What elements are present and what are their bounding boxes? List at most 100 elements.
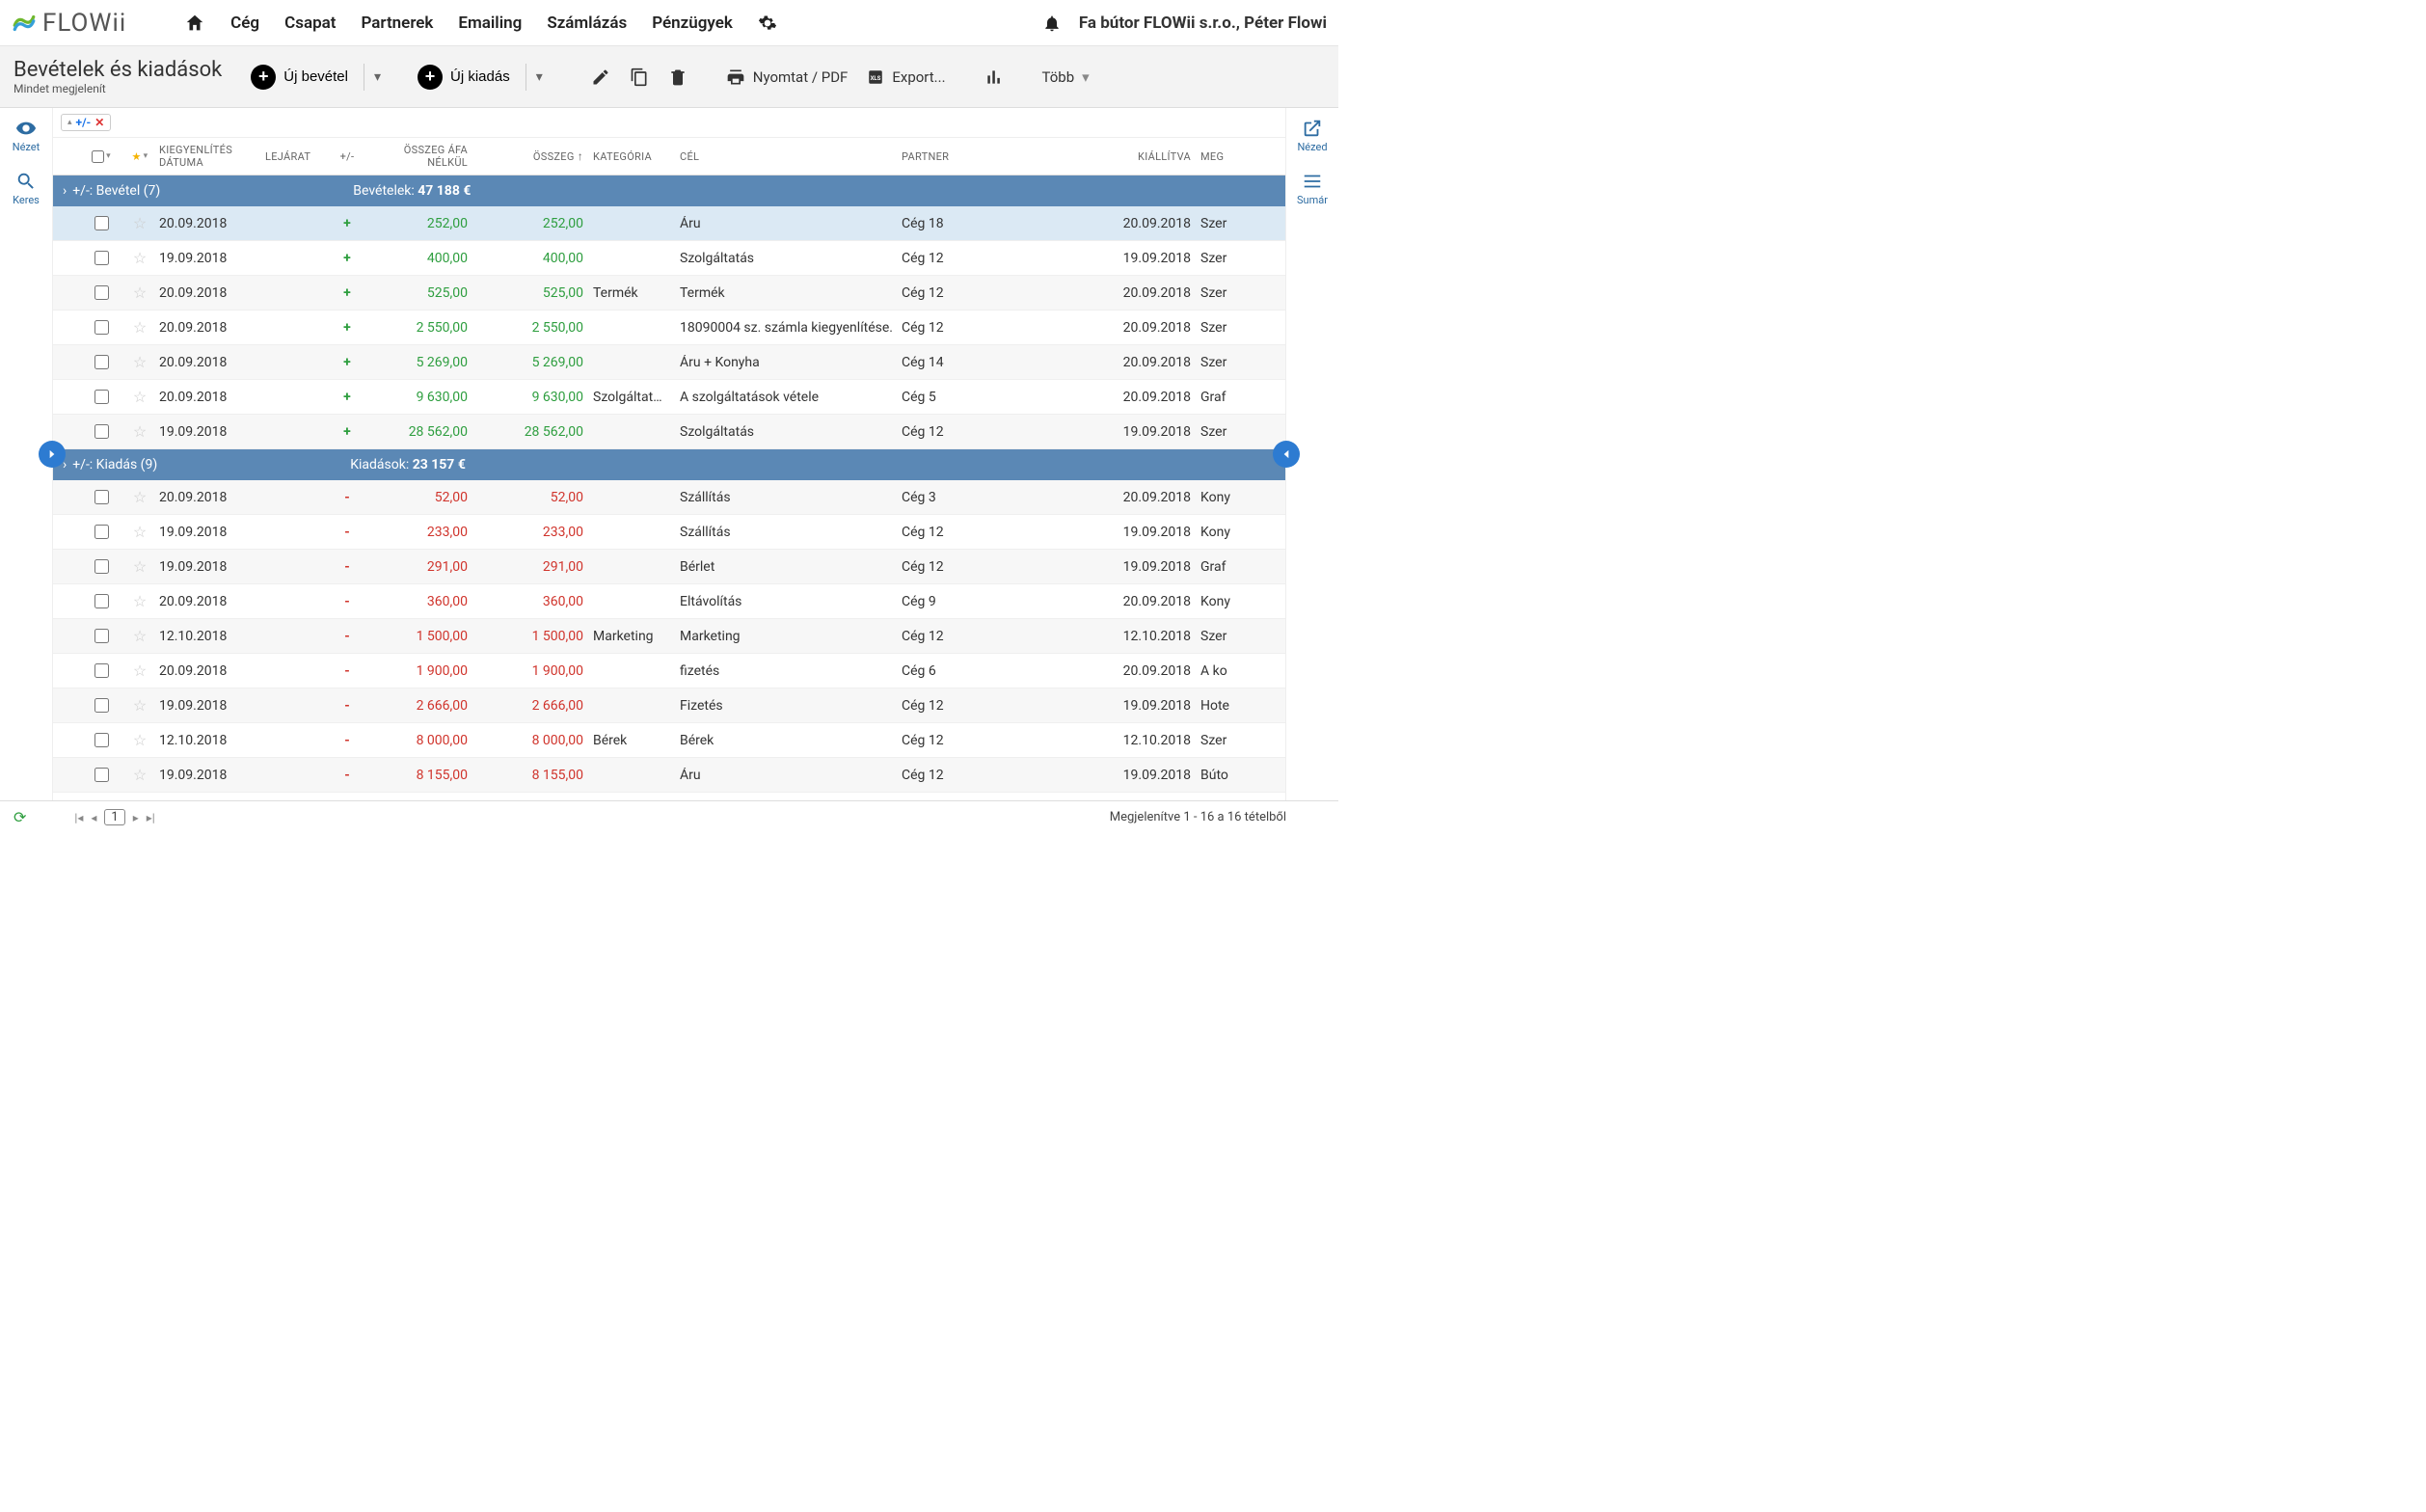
delete-icon[interactable] bbox=[659, 58, 697, 96]
row-checkbox[interactable] bbox=[94, 629, 109, 643]
chart-icon[interactable] bbox=[975, 58, 1013, 96]
table-row[interactable]: ☆ 20.09.2018 + 9 630,00 9 630,00 Szolgál… bbox=[53, 380, 1285, 415]
star-icon[interactable]: ☆ bbox=[133, 214, 147, 232]
star-icon[interactable]: ☆ bbox=[133, 731, 147, 749]
table-row[interactable]: ☆ 19.09.2018 + 28 562,00 28 562,00 Szolg… bbox=[53, 415, 1285, 449]
row-checkbox[interactable] bbox=[94, 663, 109, 678]
star-icon[interactable]: ☆ bbox=[133, 488, 147, 506]
new-expense-button[interactable]: + Új kiadás bbox=[408, 59, 520, 95]
filter-chip-pm[interactable]: ▴ +/- ✕ bbox=[61, 114, 111, 131]
nav-home-icon[interactable] bbox=[184, 13, 205, 34]
col-settle-date[interactable]: KIEGYENLÍTÉS DÁTUMA bbox=[159, 144, 265, 169]
table-row[interactable]: ☆ 19.09.2018 - 2 666,00 2 666,00 Fizetés… bbox=[53, 688, 1285, 723]
col-pm[interactable]: +/- bbox=[333, 150, 362, 163]
star-icon[interactable]: ☆ bbox=[133, 766, 147, 784]
new-expense-dropdown[interactable]: ▾ bbox=[526, 64, 553, 91]
account-name[interactable]: Fa bútor FLOWii s.r.o., Péter Flowi bbox=[1079, 14, 1327, 33]
col-net[interactable]: ÖSSZEG ÁFA NÉLKÜL bbox=[362, 144, 477, 169]
col-checkbox-header[interactable]: ▾ bbox=[82, 150, 121, 163]
table-row[interactable]: ☆ 19.09.2018 - 233,00 233,00 Szállítás C… bbox=[53, 515, 1285, 550]
star-icon[interactable]: ☆ bbox=[133, 318, 147, 337]
star-icon[interactable]: ☆ bbox=[133, 422, 147, 441]
table-row[interactable]: ☆ 20.09.2018 + 5 269,00 5 269,00 Áru + K… bbox=[53, 345, 1285, 380]
star-icon[interactable]: ☆ bbox=[133, 557, 147, 576]
refresh-icon[interactable]: ⟳ bbox=[13, 808, 26, 826]
row-checkbox[interactable] bbox=[94, 525, 109, 539]
copy-icon[interactable] bbox=[620, 58, 659, 96]
row-checkbox[interactable] bbox=[94, 285, 109, 300]
star-icon[interactable]: ☆ bbox=[133, 523, 147, 541]
brand-logo[interactable]: FLOWii bbox=[12, 9, 126, 38]
nav-settings-icon[interactable] bbox=[758, 14, 777, 33]
star-icon[interactable]: ☆ bbox=[133, 284, 147, 302]
edit-icon[interactable] bbox=[581, 58, 620, 96]
group-header[interactable]: › +/-: Kiadás (9) Kiadások: 23 157 € bbox=[53, 449, 1285, 480]
nav-penzugyek[interactable]: Pénzügyek bbox=[652, 14, 733, 33]
right-expand-button[interactable] bbox=[1273, 441, 1300, 468]
star-icon[interactable]: ☆ bbox=[133, 388, 147, 406]
pager-prev[interactable]: ◂ bbox=[91, 811, 96, 824]
table-row[interactable]: ☆ 19.09.2018 + 400,00 400,00 Szolgáltatá… bbox=[53, 241, 1285, 276]
row-checkbox[interactable] bbox=[94, 698, 109, 713]
star-icon[interactable]: ☆ bbox=[133, 627, 147, 645]
nav-ceg[interactable]: Cég bbox=[230, 14, 259, 33]
col-category[interactable]: KATEGÓRIA bbox=[593, 150, 680, 163]
row-checkbox[interactable] bbox=[94, 768, 109, 782]
col-issued[interactable]: KIÁLLÍTVA bbox=[1094, 150, 1191, 163]
table-row[interactable]: ☆ 19.09.2018 - 291,00 291,00 Bérlet Cég … bbox=[53, 550, 1285, 584]
row-checkbox[interactable] bbox=[94, 355, 109, 369]
nav-emailing[interactable]: Emailing bbox=[458, 14, 522, 33]
notifications-icon[interactable] bbox=[1042, 14, 1062, 33]
table-row[interactable]: ☆ 20.09.2018 + 252,00 252,00 Áru Cég 18 … bbox=[53, 206, 1285, 241]
row-checkbox[interactable] bbox=[94, 424, 109, 439]
star-icon[interactable]: ☆ bbox=[133, 249, 147, 267]
col-due[interactable]: LEJÁRAT bbox=[265, 150, 333, 163]
row-checkbox[interactable] bbox=[94, 251, 109, 265]
row-checkbox[interactable] bbox=[94, 733, 109, 747]
export-button[interactable]: XLS Export... bbox=[857, 68, 955, 86]
star-icon[interactable]: ☆ bbox=[133, 592, 147, 610]
table-row[interactable]: ☆ 20.09.2018 - 52,00 52,00 Szállítás Cég… bbox=[53, 480, 1285, 515]
star-icon[interactable]: ☆ bbox=[133, 353, 147, 371]
star-icon[interactable]: ☆ bbox=[133, 696, 147, 715]
nav-csapat[interactable]: Csapat bbox=[284, 14, 336, 33]
new-income-button[interactable]: + Új bevétel bbox=[241, 59, 358, 95]
rail-search[interactable]: Keres bbox=[13, 171, 40, 206]
left-expand-button[interactable] bbox=[39, 441, 66, 468]
table-row[interactable]: ☆ 20.09.2018 - 360,00 360,00 Eltávolítás… bbox=[53, 584, 1285, 619]
col-sum[interactable]: ÖSSZEG ↑ bbox=[477, 149, 593, 163]
row-checkbox[interactable] bbox=[94, 594, 109, 608]
cell-purpose: Áru bbox=[680, 768, 902, 783]
table-row[interactable]: ☆ 12.10.2018 - 8 000,00 8 000,00 Bérek B… bbox=[53, 723, 1285, 758]
nav-szamlazas[interactable]: Számlázás bbox=[547, 14, 627, 33]
new-income-label: Új bevétel bbox=[283, 68, 348, 85]
pager-last[interactable]: ▸| bbox=[147, 811, 155, 824]
table-row[interactable]: ☆ 20.09.2018 - 1 900,00 1 900,00 fizetés… bbox=[53, 654, 1285, 688]
nav-partnerek[interactable]: Partnerek bbox=[361, 14, 433, 33]
row-checkbox[interactable] bbox=[94, 216, 109, 230]
col-partner[interactable]: PARTNER bbox=[902, 150, 1094, 163]
pager-first[interactable]: |◂ bbox=[74, 811, 83, 824]
row-checkbox[interactable] bbox=[94, 390, 109, 404]
row-checkbox[interactable] bbox=[94, 490, 109, 504]
col-purpose[interactable]: CÉL bbox=[680, 150, 902, 163]
filter-chip-remove[interactable]: ✕ bbox=[94, 116, 104, 129]
col-star-header[interactable]: ★ ▾ bbox=[121, 150, 159, 163]
star-icon[interactable]: ☆ bbox=[133, 662, 147, 680]
rail-view-right[interactable]: Nézed bbox=[1297, 118, 1327, 153]
pager-next[interactable]: ▸ bbox=[133, 811, 139, 824]
table-row[interactable]: ☆ 20.09.2018 + 525,00 525,00 Termék Term… bbox=[53, 276, 1285, 310]
more-button[interactable]: Több ▾ bbox=[1033, 68, 1099, 86]
row-checkbox[interactable] bbox=[94, 320, 109, 335]
rail-view[interactable]: Nézet bbox=[13, 118, 40, 153]
pager-current[interactable]: 1 bbox=[104, 809, 124, 825]
new-income-dropdown[interactable]: ▾ bbox=[364, 64, 391, 91]
group-header[interactable]: › +/-: Bevétel (7) Bevételek: 47 188 € bbox=[53, 176, 1285, 206]
table-row[interactable]: ☆ 12.10.2018 - 1 500,00 1 500,00 Marketi… bbox=[53, 619, 1285, 654]
rail-summary[interactable]: Sumár bbox=[1297, 171, 1328, 206]
row-checkbox[interactable] bbox=[94, 559, 109, 574]
table-row[interactable]: ☆ 20.09.2018 + 2 550,00 2 550,00 1809000… bbox=[53, 310, 1285, 345]
print-button[interactable]: Nyomtat / PDF bbox=[716, 68, 858, 87]
table-row[interactable]: ☆ 19.09.2018 - 8 155,00 8 155,00 Áru Cég… bbox=[53, 758, 1285, 793]
col-meg[interactable]: MEG bbox=[1191, 150, 1249, 163]
